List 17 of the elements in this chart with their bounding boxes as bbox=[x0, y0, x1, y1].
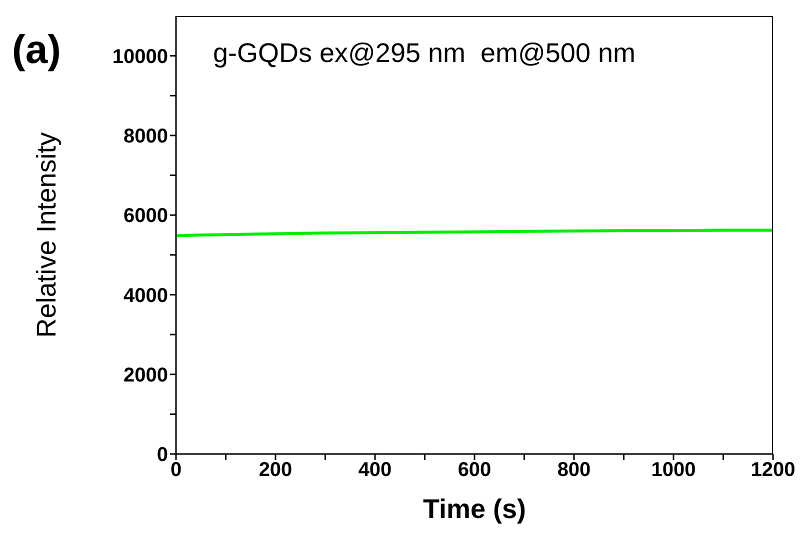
x-axis-title: Time (s) bbox=[422, 494, 526, 524]
y-tick-label: 2000 bbox=[124, 364, 168, 386]
y-tick-label: 8000 bbox=[124, 126, 168, 148]
x-tick-label: 1000 bbox=[651, 459, 696, 482]
x-tick-label: 1200 bbox=[750, 459, 796, 482]
text: (a) bbox=[12, 28, 61, 73]
x-tick-label: 400 bbox=[358, 459, 392, 482]
x-tick-label: 200 bbox=[258, 459, 292, 482]
y-tick-label: 6000 bbox=[124, 205, 168, 228]
x-tick-label: 600 bbox=[458, 459, 492, 482]
y-axis-title: Relative Intensity bbox=[32, 132, 62, 338]
y-tick-label: 10000 bbox=[112, 46, 168, 68]
annotation: g-GQDs ex@295 nm em@500 nm bbox=[213, 38, 636, 69]
x-tick-label: 800 bbox=[557, 459, 591, 482]
y-tick-label: 0 bbox=[156, 444, 168, 466]
y-tick-label: 4000 bbox=[124, 284, 168, 307]
x-tick-label: 0 bbox=[170, 459, 182, 482]
